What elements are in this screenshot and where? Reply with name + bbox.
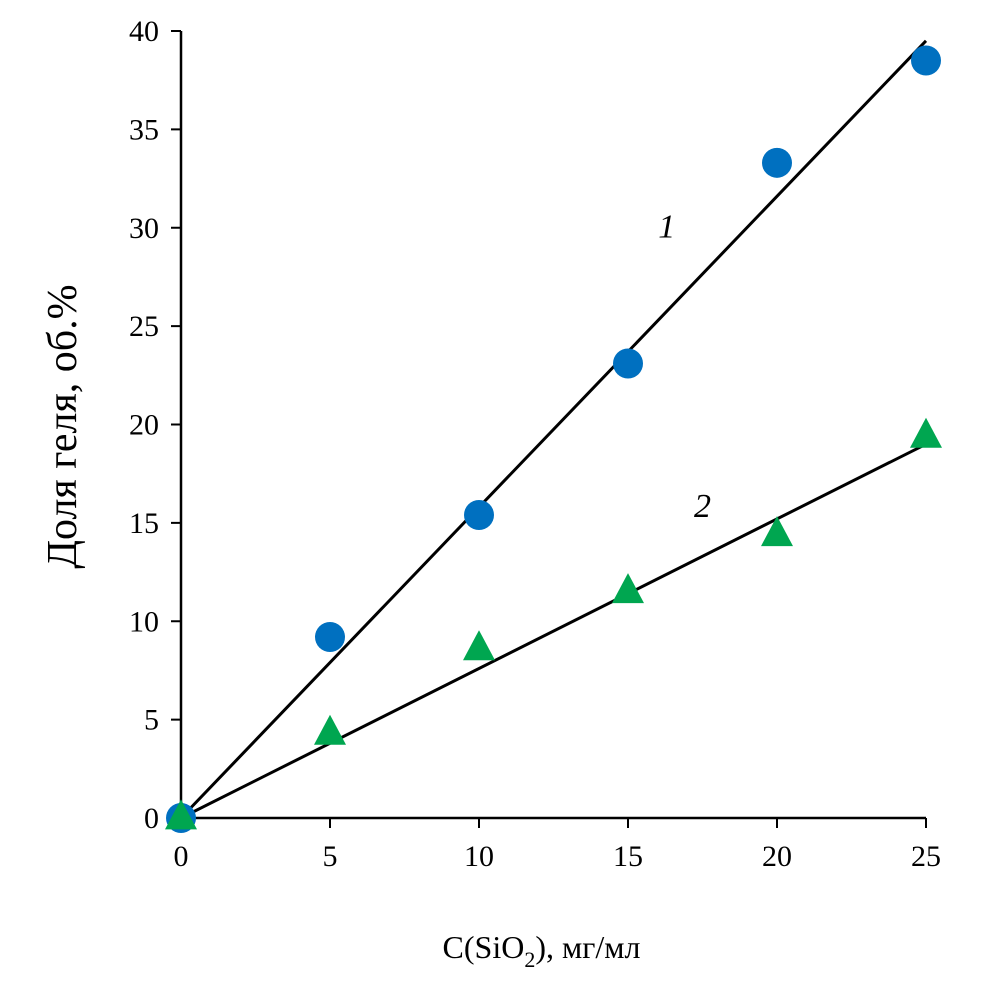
- data-point-series-1: [464, 500, 494, 531]
- x-axis-title-suffix: ), мг/мл: [535, 929, 640, 965]
- y-tick-label: 5: [144, 704, 159, 737]
- data-point-series-2: [165, 799, 197, 830]
- series-label-1: 1: [658, 209, 675, 246]
- trendline-series-1: [179, 39, 928, 820]
- y-tick-label: 30: [129, 212, 159, 245]
- data-point-series-2: [612, 573, 644, 604]
- y-tick-label: 15: [129, 507, 159, 540]
- y-axis-title: Доля геля, об.%: [40, 284, 86, 568]
- data-point-series-1: [762, 147, 792, 178]
- y-tick-label: 25: [129, 310, 159, 343]
- data-point-series-1: [315, 621, 345, 652]
- data-point-series-1: [613, 348, 643, 379]
- x-tick-label: 20: [762, 840, 792, 873]
- x-tick-label: 25: [911, 840, 941, 873]
- series-label-2: 2: [694, 488, 711, 525]
- y-tick-label: 20: [129, 409, 159, 442]
- x-axis-title-prefix: C(SiO: [443, 929, 525, 965]
- y-tick-label: 35: [129, 113, 159, 146]
- x-tick-label: 15: [613, 840, 643, 873]
- y-tick-label: 0: [144, 802, 159, 835]
- data-point-series-2: [910, 417, 942, 448]
- x-axis-title: C(SiO2), мг/мл: [443, 929, 641, 972]
- y-tick-label: 10: [129, 605, 159, 638]
- x-tick-label: 0: [174, 840, 189, 873]
- trendline-series-2: [180, 442, 927, 820]
- data-point-series-2: [761, 516, 793, 547]
- data-point-series-1: [911, 45, 941, 76]
- data-point-series-2: [463, 630, 495, 661]
- x-tick-label: 10: [464, 840, 494, 873]
- y-tick-label: 40: [129, 15, 159, 48]
- data-point-series-2: [314, 714, 346, 745]
- x-axis-title-subscript: 2: [524, 947, 535, 972]
- x-tick-label: 5: [323, 840, 338, 873]
